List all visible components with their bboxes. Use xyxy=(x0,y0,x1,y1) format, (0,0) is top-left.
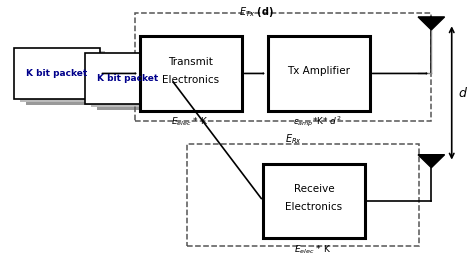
Bar xyxy=(20,51,105,102)
Bar xyxy=(91,56,176,107)
Text: Electronics: Electronics xyxy=(162,75,219,85)
Text: d: d xyxy=(459,87,467,100)
Bar xyxy=(135,13,431,121)
Text: $\varepsilon_{amp}$*K* $d^2$: $\varepsilon_{amp}$*K* $d^2$ xyxy=(293,115,342,129)
Polygon shape xyxy=(418,155,445,168)
Bar xyxy=(97,60,182,110)
Polygon shape xyxy=(418,17,445,30)
Bar xyxy=(14,48,100,99)
Text: K bit packet: K bit packet xyxy=(97,74,159,83)
Text: $E_{elec}$ * K: $E_{elec}$ * K xyxy=(171,116,208,128)
Bar xyxy=(26,54,111,105)
Bar xyxy=(140,36,242,110)
Bar xyxy=(187,144,419,246)
Text: $E_{elec}$ * K: $E_{elec}$ * K xyxy=(294,243,331,256)
Text: Tx Amplifier: Tx Amplifier xyxy=(287,66,350,76)
Bar xyxy=(85,53,171,104)
Text: Receive: Receive xyxy=(294,184,334,194)
Text: $E_{Rx}$: $E_{Rx}$ xyxy=(285,132,302,146)
Text: Electronics: Electronics xyxy=(285,202,343,212)
Text: $E_{Tx}$ $\mathbf{(d)}$: $E_{Tx}$ $\mathbf{(d)}$ xyxy=(238,5,273,19)
Bar xyxy=(268,36,370,110)
Bar xyxy=(263,164,365,238)
Text: Transmit: Transmit xyxy=(168,57,213,67)
Text: K bit packet: K bit packet xyxy=(26,69,88,78)
